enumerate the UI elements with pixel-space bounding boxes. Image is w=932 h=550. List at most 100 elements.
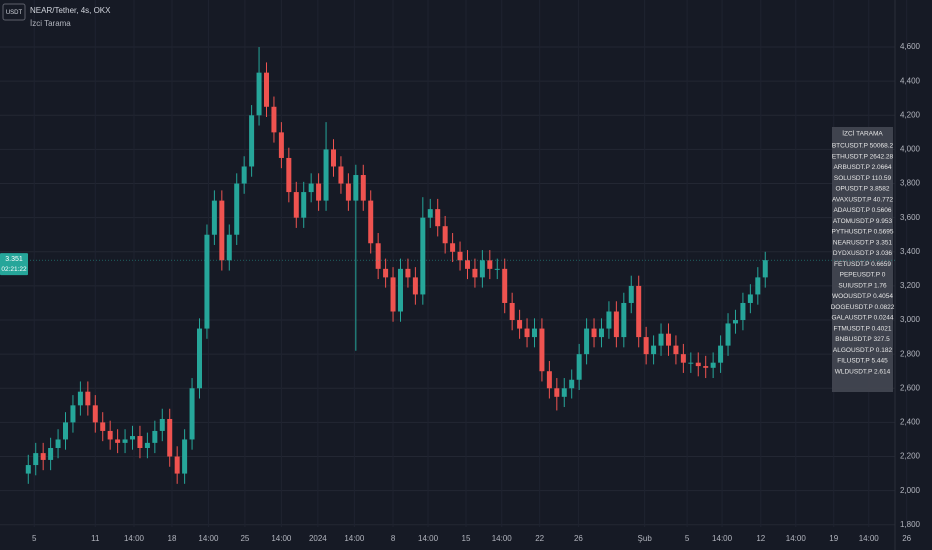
candle-body [405, 268, 411, 278]
candle-body [554, 388, 560, 397]
x-tick-label: 22 [535, 534, 544, 543]
x-tick-label: 25 [240, 534, 249, 543]
candle-body [762, 260, 768, 278]
candle-body [189, 388, 195, 440]
y-tick-label: 2,600 [900, 383, 921, 392]
candle-body [628, 285, 634, 303]
last-price-badge [0, 253, 28, 276]
scan-table-row: AVAXUSDT.P 40.772 [832, 196, 893, 203]
x-tick-label: 8 [391, 534, 396, 543]
scan-table-row: ARBUSDT.P 2.0664 [833, 164, 891, 171]
candle-body [755, 277, 761, 295]
x-tick-label: 14:00 [418, 534, 439, 543]
scan-table-row: FETUSDT.P 0.6659 [834, 261, 891, 268]
scan-table-row: NEARUSDT.P 3.351 [833, 239, 893, 246]
scan-table-row: SOLUSDT.P 110.59 [834, 175, 892, 182]
candle-body [241, 166, 247, 184]
x-tick-label: 14:00 [344, 534, 365, 543]
y-tick-label: 3,800 [900, 179, 921, 188]
x-tick-label: 26 [902, 534, 911, 543]
candle-body [100, 422, 106, 431]
candle-body [226, 234, 232, 261]
scan-table-row: DYDXUSDT.P 3.036 [833, 250, 893, 257]
candle-body [33, 453, 39, 466]
candle-body [219, 200, 225, 261]
candle-body [502, 268, 508, 303]
candles [25, 47, 768, 484]
candle-body [323, 149, 329, 201]
candle-body [479, 260, 485, 278]
candle-body [546, 371, 552, 389]
x-tick-label: 15 [462, 534, 471, 543]
grid [0, 0, 908, 527]
candle-body [658, 333, 664, 346]
scan-table-row: GALAUSDT.P 0.0244 [831, 315, 893, 322]
candle-body [249, 115, 255, 167]
x-tick-label: 14:00 [859, 534, 880, 543]
x-tick-label: 26 [574, 534, 583, 543]
candle-body [420, 217, 426, 295]
candle-body [263, 72, 269, 107]
x-tick-label: 14:00 [492, 534, 513, 543]
candle-body [576, 354, 582, 380]
scan-table-title: İZCİ TARAMA [842, 129, 883, 138]
candle-body [115, 439, 121, 443]
candle-body [561, 388, 567, 397]
x-tick-label: 14:00 [124, 534, 145, 543]
candle-body [397, 268, 403, 312]
candle-body [137, 436, 143, 448]
y-tick-label: 4,200 [900, 110, 921, 119]
candle-body [122, 439, 128, 443]
candle-body [643, 337, 649, 355]
candle-body [316, 183, 322, 201]
scan-table-row: OPUSDT.P 3.8582 [835, 186, 889, 193]
y-tick-label: 2,200 [900, 452, 921, 461]
scan-table-row: BNBUSDT.P 327.5 [835, 336, 890, 343]
x-tick-label: 5 [685, 534, 690, 543]
candle-body [688, 362, 694, 364]
candle-body [569, 379, 575, 389]
candle-body [375, 243, 381, 269]
scan-table-row: PEPEUSDT.P 0 [840, 272, 886, 279]
candle-body [673, 345, 679, 355]
indicator-name: İzci Tarama [30, 19, 71, 28]
y-tick-label: 2,000 [900, 486, 921, 495]
candle-body [144, 442, 150, 448]
x-tick-label: 14:00 [198, 534, 219, 543]
candle-body [55, 439, 61, 448]
candle-body [353, 175, 359, 201]
scan-table-row: FTMUSDT.P 0.4021 [833, 325, 891, 332]
scan-table [832, 127, 893, 392]
candle-body [234, 183, 240, 235]
x-tick-label: 18 [168, 534, 177, 543]
candle-body [159, 418, 165, 431]
candle-body [442, 226, 448, 244]
candle-body [48, 447, 54, 460]
candle-body [92, 405, 98, 423]
candle-body [197, 328, 203, 389]
candle-body [383, 268, 389, 278]
scan-table-row: ADAUSDT.P 0.5606 [833, 207, 891, 214]
y-tick-label: 2,400 [900, 418, 921, 427]
scan-table-row: ATOMUSDT.P 9.953 [833, 218, 893, 225]
x-tick-label: 11 [91, 534, 100, 543]
legend-title: NEAR/Tether, 4s, OKX [30, 6, 111, 15]
y-tick-label: 3,000 [900, 315, 921, 324]
candle-body [591, 328, 597, 338]
candle-body [85, 391, 91, 406]
last-price-label: 3.351 [5, 256, 23, 263]
candle-body [725, 323, 731, 346]
candle-body [494, 268, 500, 270]
candle-body [345, 183, 351, 201]
scan-table-row: ALGOUSDT.P 0.182 [833, 347, 893, 354]
scan-table-rows: İZCİ TARAMA BTCUSDT.P 50068.2 ETHUSDT.P 26… [831, 129, 895, 376]
candle-body [464, 260, 470, 269]
symbol-box[interactable] [2, 3, 26, 21]
candle-body [271, 106, 277, 133]
candle-body [598, 328, 604, 338]
candle-body [211, 200, 217, 235]
y-tick-label: 3,400 [900, 247, 921, 256]
candle-body [427, 209, 433, 218]
candle-body [256, 72, 262, 116]
